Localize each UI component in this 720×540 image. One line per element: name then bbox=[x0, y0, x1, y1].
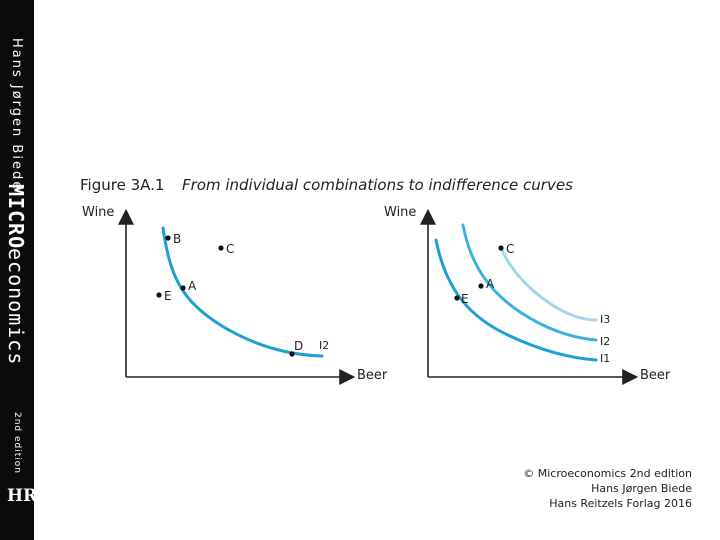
copyright-notice: © Microeconomics 2nd edition Hans Jørgen… bbox=[523, 466, 692, 511]
copyright-line-3: Hans Reitzels Forlag 2016 bbox=[549, 497, 692, 510]
left-y-axis-label: Wine bbox=[82, 205, 115, 220]
right-point-e bbox=[454, 295, 460, 301]
right-curve-i1 bbox=[434, 238, 598, 362]
left-x-axis-label: Beer bbox=[357, 368, 388, 383]
right-curve-i1-label: I1 bbox=[600, 352, 611, 365]
left-point-b bbox=[165, 235, 171, 241]
left-point-e-label: E bbox=[164, 289, 172, 303]
figure-caption: From individual combinations to indiffer… bbox=[182, 176, 573, 194]
right-curve-i3 bbox=[500, 248, 598, 322]
left-point-d bbox=[289, 351, 295, 357]
left-point-b-label: B bbox=[173, 232, 182, 246]
right-curve-i2-label: I2 bbox=[600, 335, 611, 348]
right-x-axis-label: Beer bbox=[640, 368, 671, 383]
figure-number: Figure 3A.1 bbox=[80, 176, 165, 194]
right-curve-i3-label: I3 bbox=[600, 313, 611, 326]
left-indifference-curve bbox=[161, 226, 324, 358]
left-point-a-label: A bbox=[188, 279, 197, 293]
left-point-c-label: C bbox=[226, 242, 235, 256]
left-point-a bbox=[180, 285, 186, 291]
publisher-logo-icon: HR bbox=[7, 486, 38, 506]
right-y-axis-label: Wine bbox=[384, 205, 417, 220]
book-spine bbox=[0, 0, 34, 540]
left-point-e bbox=[156, 292, 162, 298]
left-point-d-label: D bbox=[294, 339, 304, 353]
right-point-c bbox=[498, 245, 504, 251]
right-point-c-label: C bbox=[506, 242, 515, 256]
right-point-a-label: A bbox=[486, 277, 495, 291]
right-point-a bbox=[478, 283, 484, 289]
copyright-line-1: © Microeconomics 2nd edition bbox=[523, 467, 692, 480]
right-point-e-label: E bbox=[461, 292, 469, 306]
copyright-line-2: Hans Jørgen Biede bbox=[591, 482, 692, 495]
left-point-c bbox=[218, 245, 224, 251]
right-curve-i2 bbox=[461, 223, 598, 342]
left-curve-label: I2 bbox=[319, 339, 330, 352]
